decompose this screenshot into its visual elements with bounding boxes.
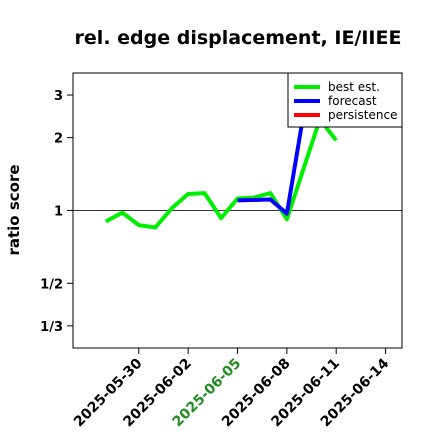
legend-label-persistence: persistence [328,108,397,122]
chart-title: rel. edge displacement, IE/IIEE [75,27,402,49]
y-axis-label: ratio score [5,164,23,255]
series-line-best-est [104,117,338,230]
y-tick-label: 3 [54,89,63,104]
y-tick-label: 2 [54,132,63,147]
y-tick-label: 1 [54,204,63,219]
y-axis: 1/3 1/2 1 2 3 [40,89,73,335]
legend-label-forecast: forecast [328,94,377,108]
y-tick-label: 1/2 [40,277,63,292]
legend-label-best-est: best est. [328,80,380,94]
y-tick-label: 1/3 [40,320,63,335]
x-axis: 2025-05-302025-06-022025-06-052025-06-08… [71,348,393,430]
series-line-forecast [237,113,337,216]
